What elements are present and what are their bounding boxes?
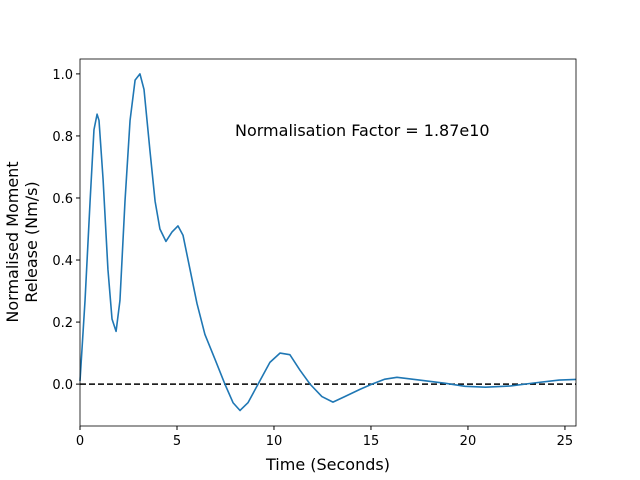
y-axis-label: Release (Nm/s) (22, 181, 41, 302)
x-tick-label: 0 (76, 434, 84, 449)
x-tick-label: 5 (173, 434, 181, 449)
plot-frame (79, 58, 577, 427)
y-tick-label: 0.0 (52, 378, 73, 393)
x-tick-label: 20 (460, 434, 477, 449)
y-tick-label: 0.6 (52, 192, 73, 207)
x-axis-label: Time (Seconds) (265, 455, 390, 474)
x-tick-label: 25 (557, 434, 574, 449)
y-tick-label: 0.4 (52, 254, 73, 269)
x-tick-label: 15 (363, 434, 380, 449)
y-tick-label: 0.2 (52, 316, 73, 331)
y-tick-label: 0.8 (52, 130, 73, 145)
y-tick-label: 1.0 (52, 68, 73, 83)
annotation: Normalisation Factor = 1.87e10 (235, 121, 490, 140)
x-tick-label: 10 (266, 434, 283, 449)
y-axis-label: Normalised Moment (3, 161, 22, 322)
data-line (79, 73, 577, 412)
